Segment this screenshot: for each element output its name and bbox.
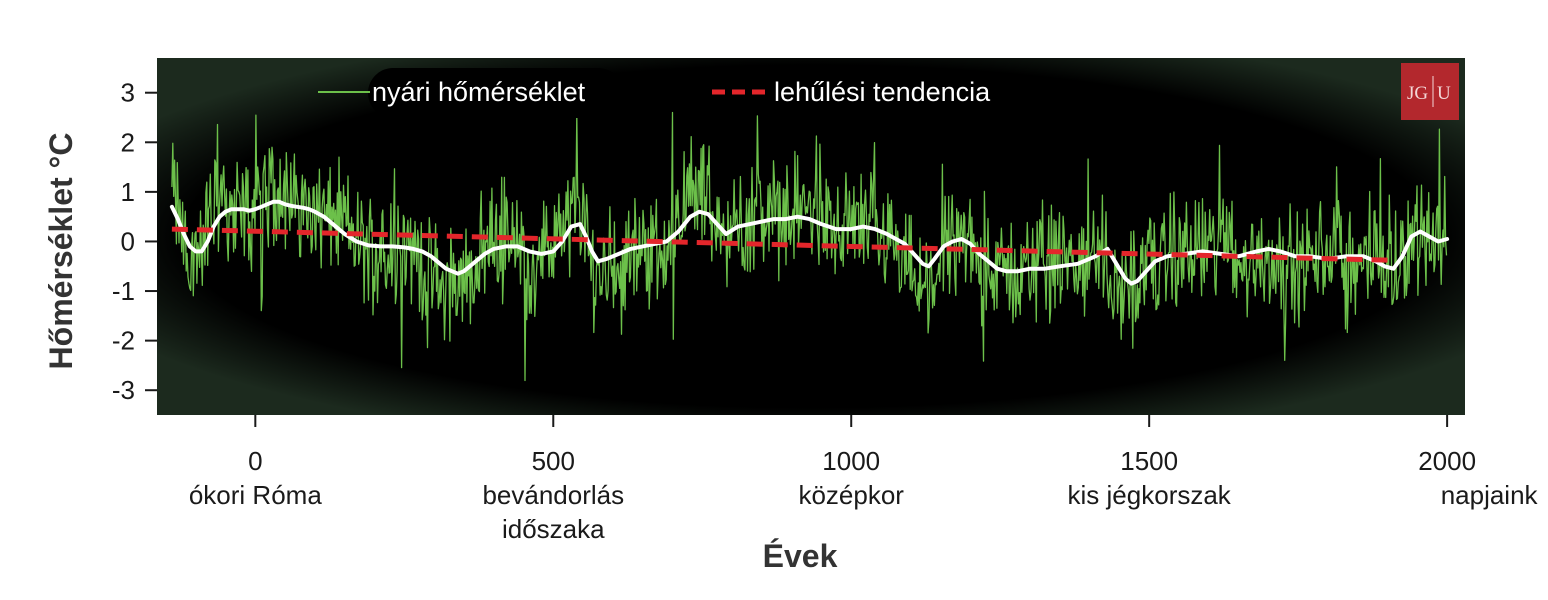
y-tick-label: 1 bbox=[121, 177, 135, 207]
legend-label-trend: lehűlési tendencia bbox=[774, 77, 991, 107]
y-tick-label: 2 bbox=[121, 127, 135, 157]
legend: nyári hőmérséklet lehűlési tendencia bbox=[318, 68, 991, 118]
cooling-trend-series bbox=[171, 226, 1394, 263]
y-tick-label: -2 bbox=[112, 326, 135, 356]
y-tick-label: -3 bbox=[112, 375, 135, 405]
era-label: bevándorlás bbox=[482, 480, 624, 510]
era-label: időszaka bbox=[502, 514, 605, 544]
summer-temperature-series bbox=[171, 111, 1448, 382]
y-tick-label: -1 bbox=[112, 276, 135, 306]
legend-label-summer: nyári hőmérséklet bbox=[372, 77, 586, 107]
era-label: középkor bbox=[798, 480, 904, 510]
era-label: kis jégkorszak bbox=[1068, 480, 1232, 510]
logo-text-right: U bbox=[1437, 83, 1451, 104]
x-tick-label: 0 bbox=[248, 446, 262, 476]
x-tick-label: 1500 bbox=[1120, 446, 1178, 476]
jgu-logo: JG U bbox=[1401, 63, 1459, 120]
y-tick-label: 0 bbox=[121, 226, 135, 256]
legend-background bbox=[368, 68, 623, 118]
x-axis-title: Évek bbox=[763, 538, 838, 574]
y-axis-title: Hőmérséklet °C bbox=[43, 133, 79, 370]
y-axis: 3 2 1 0 -1 -2 -3 bbox=[112, 78, 157, 405]
x-tick-label: 1000 bbox=[822, 446, 880, 476]
logo-text-left: JG bbox=[1407, 83, 1428, 104]
era-labels: ókori Róma bevándorlás időszaka középkor kis… bbox=[189, 480, 1539, 544]
logo-background bbox=[1401, 63, 1459, 120]
x-tick-label: 2000 bbox=[1418, 446, 1476, 476]
era-label: napjaink bbox=[1441, 480, 1539, 510]
y-tick-label: 3 bbox=[121, 78, 135, 108]
x-axis: 0 500 1000 1500 2000 bbox=[248, 415, 1476, 476]
smoothed-temperature-series bbox=[169, 199, 1450, 286]
era-label: ókori Róma bbox=[189, 480, 322, 510]
x-tick-label: 500 bbox=[532, 446, 575, 476]
